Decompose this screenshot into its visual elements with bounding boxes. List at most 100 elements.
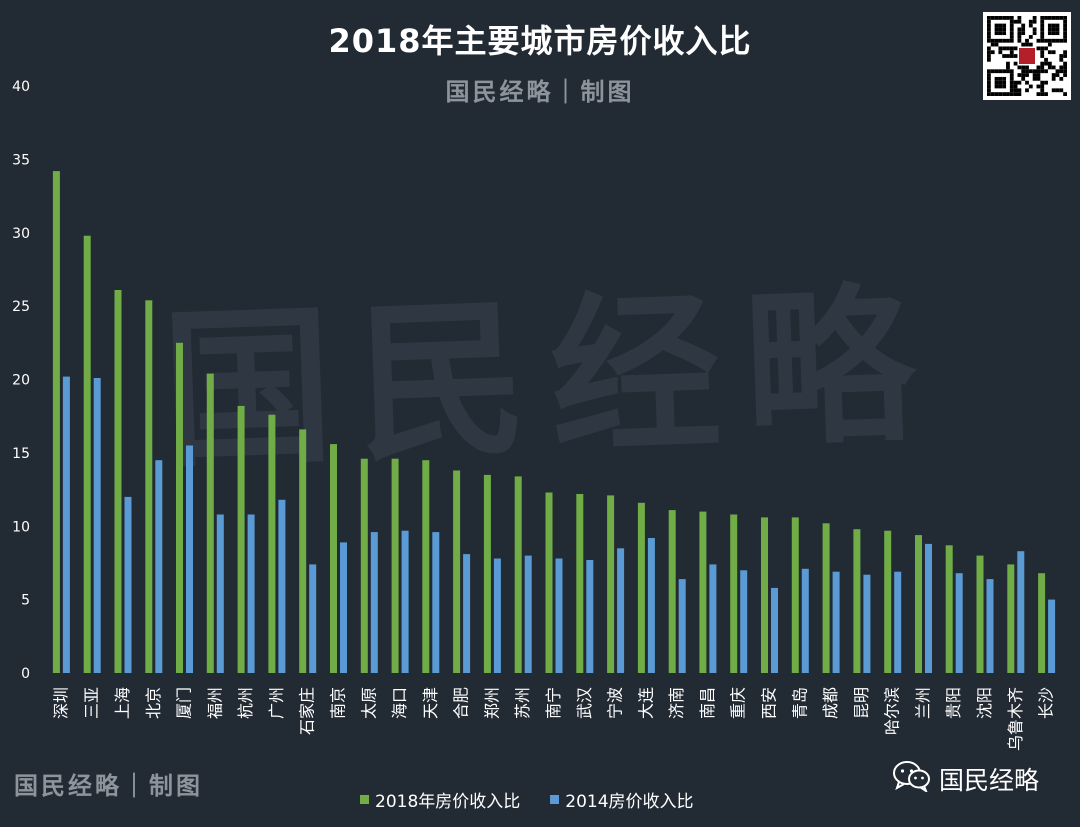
x-category-label: 济南 bbox=[667, 687, 686, 719]
bar-2014 bbox=[370, 532, 378, 673]
x-category-label: 长沙 bbox=[1037, 687, 1056, 719]
bar-2018 bbox=[176, 342, 183, 673]
bar-2014 bbox=[832, 571, 840, 673]
bar-2014 bbox=[617, 548, 625, 673]
bar-2014 bbox=[1017, 551, 1025, 673]
bar-2018 bbox=[761, 517, 768, 673]
bar-2014 bbox=[524, 555, 532, 673]
bar-2014 bbox=[247, 514, 255, 673]
bar-2014 bbox=[124, 496, 132, 673]
bar-2014 bbox=[678, 579, 686, 673]
x-category-label: 石家庄 bbox=[298, 687, 317, 735]
bar-2014 bbox=[709, 564, 717, 673]
x-category-label: 厦门 bbox=[175, 687, 194, 719]
bar-2014 bbox=[863, 574, 871, 673]
bar-2018 bbox=[822, 523, 830, 673]
bar-2014 bbox=[925, 543, 932, 673]
x-category-label: 兰州 bbox=[913, 687, 932, 719]
x-category-label: 上海 bbox=[113, 687, 132, 719]
x-category-label: 乌鲁木齐 bbox=[1006, 687, 1025, 751]
x-category-label: 福州 bbox=[205, 687, 224, 719]
x-category-label: 贵阳 bbox=[944, 687, 963, 719]
bar-2018 bbox=[483, 474, 491, 673]
bar-2014 bbox=[432, 532, 440, 673]
bar-2014 bbox=[647, 538, 655, 673]
bar-2018 bbox=[699, 511, 707, 673]
legend-item-2014: 2014房价收入比 bbox=[550, 787, 694, 812]
legend-label-2014: 2014房价收入比 bbox=[565, 792, 694, 812]
bar-2014 bbox=[186, 445, 193, 673]
bar-2018 bbox=[853, 529, 861, 673]
bar-2014 bbox=[493, 558, 501, 673]
y-tick-label: 15 bbox=[12, 446, 30, 462]
bar-2018 bbox=[145, 300, 153, 673]
wechat-icon bbox=[893, 760, 931, 798]
bar-2018 bbox=[52, 171, 60, 673]
bar-2018 bbox=[576, 494, 584, 673]
footer-brand: 国民经略｜制图 bbox=[14, 771, 203, 800]
x-category-label: 广州 bbox=[267, 687, 286, 719]
bar-2018 bbox=[514, 476, 522, 673]
bar-2014 bbox=[771, 587, 778, 673]
bar-2018 bbox=[945, 545, 953, 673]
bar-2018 bbox=[884, 530, 892, 673]
bar-2014 bbox=[278, 499, 286, 673]
chart-title: 2018年主要城市房价收入比 bbox=[328, 22, 752, 60]
bar-2014 bbox=[401, 530, 409, 673]
x-category-label: 杭州 bbox=[236, 687, 255, 719]
y-tick-label: 30 bbox=[12, 226, 30, 242]
x-category-label: 大连 bbox=[636, 687, 655, 719]
bar-2018 bbox=[730, 514, 738, 673]
chart-legend: 2018年房价收入比 2014房价收入比 bbox=[360, 787, 724, 812]
y-tick-label: 5 bbox=[21, 593, 30, 609]
y-tick-label: 20 bbox=[12, 373, 30, 389]
bar-2014 bbox=[955, 573, 963, 673]
bar-2018 bbox=[391, 458, 399, 673]
x-category-label: 郑州 bbox=[482, 687, 501, 719]
x-category-label: 哈尔滨 bbox=[883, 687, 902, 735]
x-category-label: 深圳 bbox=[51, 687, 70, 719]
x-category-label: 西安 bbox=[760, 687, 779, 719]
bar-2014 bbox=[309, 564, 317, 673]
bar-2014 bbox=[155, 460, 163, 673]
bar-2018 bbox=[268, 414, 276, 673]
bar-2018 bbox=[422, 460, 430, 673]
wechat-label: 国民经略 bbox=[939, 766, 1040, 795]
bar-2018 bbox=[915, 535, 922, 673]
x-category-label: 苏州 bbox=[513, 687, 532, 719]
x-category-label: 昆明 bbox=[852, 687, 871, 719]
bar-2014 bbox=[586, 560, 594, 673]
bar-2014 bbox=[986, 579, 994, 673]
bar-2014 bbox=[801, 568, 809, 673]
bar-2014 bbox=[340, 542, 347, 673]
x-category-label: 合肥 bbox=[452, 687, 471, 719]
x-category-label: 南京 bbox=[328, 687, 347, 719]
y-tick-label: 0 bbox=[21, 666, 30, 682]
x-category-label: 海口 bbox=[390, 687, 409, 719]
x-category-label: 天津 bbox=[421, 687, 440, 719]
bar-2014 bbox=[894, 571, 902, 673]
bar-2014 bbox=[555, 558, 563, 673]
x-category-label: 宁波 bbox=[606, 687, 625, 719]
bar-2018 bbox=[637, 502, 645, 673]
x-category-label: 武汉 bbox=[575, 687, 594, 719]
x-category-label: 青岛 bbox=[790, 687, 809, 719]
bar-2018 bbox=[791, 517, 799, 673]
bar-2018 bbox=[237, 405, 245, 673]
bar-2014 bbox=[216, 514, 224, 673]
bar-2018 bbox=[114, 290, 122, 673]
y-tick-label: 25 bbox=[12, 299, 30, 315]
x-category-label: 南昌 bbox=[698, 687, 717, 719]
legend-item-2018: 2018年房价收入比 bbox=[360, 787, 520, 812]
bar-2014 bbox=[463, 554, 471, 673]
y-tick-label: 40 bbox=[12, 79, 30, 95]
bar-2018 bbox=[453, 470, 461, 673]
bar-2014 bbox=[740, 570, 748, 673]
x-category-label: 北京 bbox=[144, 687, 163, 719]
bar-2014 bbox=[1048, 599, 1056, 673]
x-category-label: 太原 bbox=[359, 687, 378, 719]
wechat-brand: 国民经略 bbox=[893, 760, 1039, 798]
legend-swatch-2014 bbox=[550, 795, 560, 804]
